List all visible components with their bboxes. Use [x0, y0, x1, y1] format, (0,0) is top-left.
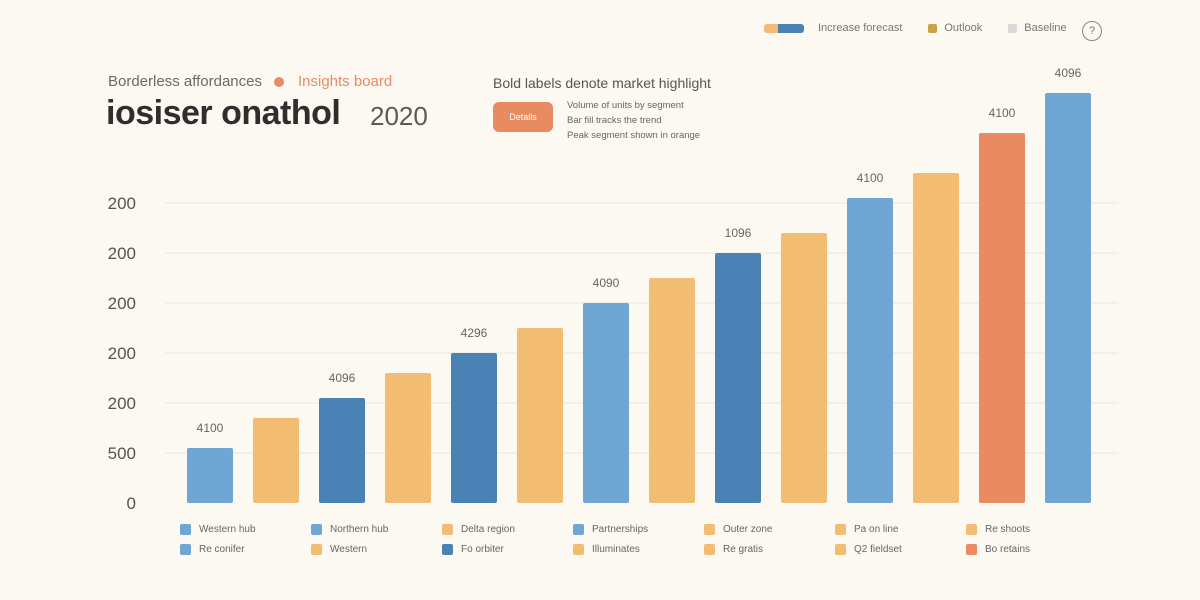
- legend-item[interactable]: Illuminates: [573, 544, 640, 555]
- y-tick-label: 200: [108, 244, 136, 263]
- legend-label: Partnerships: [592, 524, 649, 535]
- top-legend: Increase forecast Outlook Baseline: [764, 22, 1093, 34]
- legend-label: Illuminates: [592, 544, 640, 555]
- legend-item[interactable]: Pa on line: [835, 524, 898, 535]
- top-legend-item-0[interactable]: Increase forecast: [818, 22, 902, 34]
- legend-label: Western: [330, 544, 368, 555]
- top-legend-label: Baseline: [1024, 22, 1067, 34]
- legend-item[interactable]: Re shoots: [966, 524, 1030, 535]
- info-lines: Volume of units by segment Bar fill trac…: [567, 98, 700, 143]
- legend-item[interactable]: Partnerships: [573, 524, 648, 535]
- legend-swatch-orange: [764, 23, 778, 33]
- y-tick-label: 200: [108, 394, 136, 413]
- legend-item[interactable]: Northern hub: [311, 524, 388, 535]
- bar-b5: [451, 353, 497, 503]
- bar-b7: [583, 303, 629, 503]
- legend-label: Q2 fieldset: [854, 544, 902, 555]
- eyebrow-accent: Insights board: [297, 73, 393, 90]
- legend-swatch: [704, 544, 715, 555]
- legend-label: Delta region: [461, 524, 515, 535]
- legend-swatch: [311, 524, 322, 535]
- legend-label: Re gratis: [723, 544, 764, 555]
- legend-item[interactable]: Q2 fieldset: [835, 544, 902, 555]
- legend-swatch: [442, 524, 453, 535]
- bar-b8: [649, 278, 695, 503]
- y-tick-label: 0: [127, 494, 136, 513]
- legend-swatch: [966, 544, 977, 555]
- legend-label: Fo orbiter: [461, 544, 504, 555]
- bar-b13: [979, 133, 1025, 503]
- help-icon[interactable]: ?: [1082, 21, 1102, 41]
- bar-b14: [1045, 93, 1091, 503]
- bar-b4: [385, 373, 431, 503]
- legend-swatch: [180, 524, 191, 535]
- legend-swatch: [573, 524, 584, 535]
- data-label: 4100: [197, 421, 224, 435]
- legend-item[interactable]: Re conifer: [180, 544, 245, 555]
- y-tick-label: 200: [108, 344, 136, 363]
- legend-label: Bo retains: [985, 544, 1031, 555]
- bottom-legend: Western hub Northern hub Delta region Partn…: [180, 524, 1080, 564]
- legend-swatch-blue: [778, 23, 804, 33]
- legend-swatch: [835, 524, 846, 535]
- data-label: 1096: [725, 226, 752, 240]
- dot-icon: [273, 76, 284, 87]
- bar-b6: [517, 328, 563, 503]
- bar-b9: [715, 253, 761, 503]
- bar-b1: [187, 448, 233, 503]
- details-button[interactable]: Details: [493, 102, 553, 132]
- year-label: 2020: [370, 101, 428, 131]
- top-legend-label: Increase forecast: [818, 22, 903, 34]
- legend-label: Re conifer: [199, 544, 245, 555]
- data-label: 4100: [989, 106, 1016, 120]
- y-tick-label: 500: [108, 444, 136, 463]
- legend-label: Northern hub: [330, 524, 389, 535]
- legend-label: Pa on line: [854, 524, 899, 535]
- top-legend-item-2[interactable]: Baseline: [1008, 22, 1067, 34]
- legend-label: Re shoots: [985, 524, 1031, 535]
- top-legend-item-1[interactable]: Outlook: [928, 22, 982, 34]
- info-line: Bar fill tracks the trend: [567, 115, 662, 126]
- data-label: 4090: [593, 276, 620, 290]
- bar-b3: [319, 398, 365, 503]
- eyebrow-text: Borderless affordances: [108, 73, 262, 90]
- bar-b10: [781, 233, 827, 503]
- legend-item[interactable]: Outer zone: [704, 524, 772, 535]
- eyebrow: Borderless affordances Insights board: [108, 73, 392, 90]
- info-heading: Bold labels denote market highlight: [493, 75, 711, 91]
- legend-swatch: [835, 544, 846, 555]
- legend-swatch: [573, 544, 584, 555]
- bar-b11: [847, 198, 893, 503]
- data-label: 4096: [329, 371, 356, 385]
- legend-label: Outer zone: [723, 524, 773, 535]
- page-title: iosiser onathol: [106, 94, 341, 132]
- top-legend-label: Outlook: [944, 22, 983, 34]
- legend-swatch: [180, 544, 191, 555]
- legend-swatch: [1008, 23, 1018, 33]
- legend-item[interactable]: Western: [311, 544, 367, 555]
- info-line: Volume of units by segment: [567, 100, 684, 111]
- legend-swatch: [966, 524, 977, 535]
- y-tick-label: 200: [108, 294, 136, 313]
- legend-item[interactable]: Bo retains: [966, 544, 1030, 555]
- legend-item[interactable]: Re gratis: [704, 544, 763, 555]
- data-label: 4100: [857, 171, 884, 185]
- legend-label: Western hub: [199, 524, 256, 535]
- bar-b2: [253, 418, 299, 503]
- legend-swatch: [928, 23, 938, 33]
- legend-item[interactable]: Fo orbiter: [442, 544, 504, 555]
- y-tick-label: 200: [108, 194, 136, 213]
- legend-range-swatch: [764, 23, 804, 33]
- legend-swatch: [442, 544, 453, 555]
- info-line: Peak segment shown in orange: [567, 130, 701, 141]
- legend-item[interactable]: Delta region: [442, 524, 515, 535]
- legend-swatch: [311, 544, 322, 555]
- legend-item[interactable]: Western hub: [180, 524, 256, 535]
- data-label: 4296: [461, 326, 488, 340]
- data-label: 4096: [1055, 66, 1082, 80]
- legend-swatch: [704, 524, 715, 535]
- bar-b12: [913, 173, 959, 503]
